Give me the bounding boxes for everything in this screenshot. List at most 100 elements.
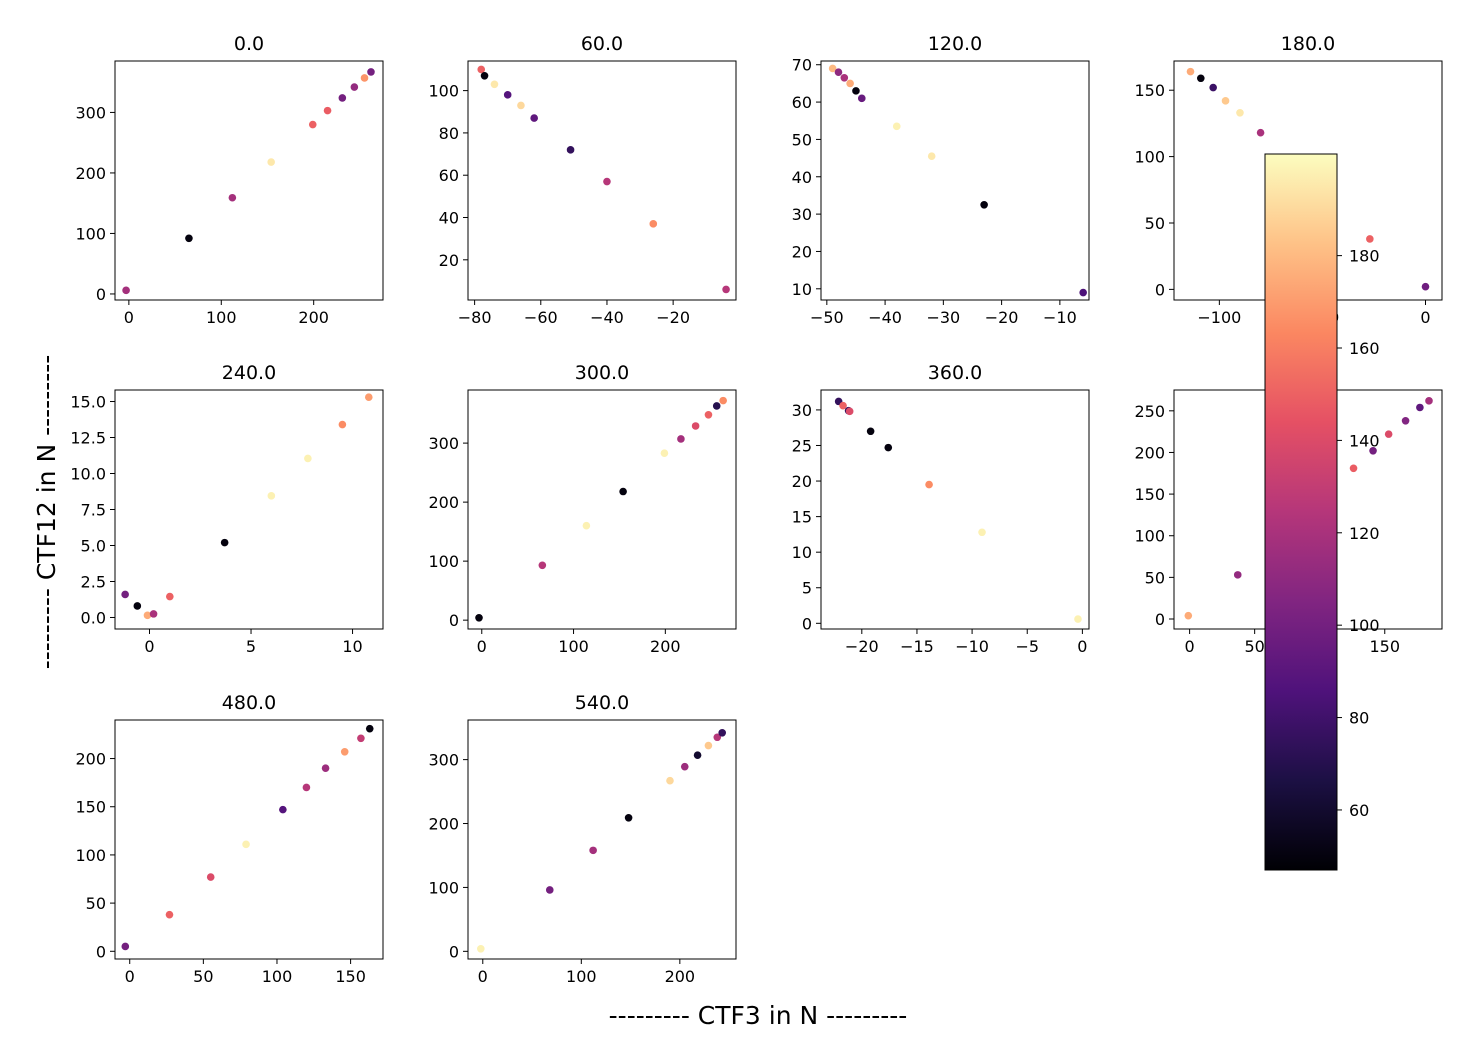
scatter-point [121, 942, 130, 951]
y-tick-label: 20 [792, 472, 812, 491]
x-tick-label: 100 [262, 967, 293, 986]
y-tick-label: 20 [439, 251, 459, 270]
subplot-title: 180.0 [1281, 33, 1335, 55]
y-tick-label: 0.0 [81, 608, 106, 627]
scatter-point [884, 443, 893, 452]
scatter-point [619, 487, 627, 496]
scatter-point [338, 420, 347, 429]
scatter-point [892, 122, 901, 131]
y-tick-label: 10 [792, 543, 812, 562]
y-tick-label: 300 [75, 103, 106, 122]
x-tick-label: 0 [144, 637, 154, 656]
x-tick-label: 100 [558, 637, 589, 656]
scatter-point [589, 846, 597, 855]
scatter-point [978, 528, 986, 537]
x-tick-label: 10 [342, 637, 362, 656]
y-tick-label: 40 [792, 168, 812, 187]
scatter-point [603, 177, 611, 186]
y-tick-label: 5 [802, 579, 812, 598]
scatter-point [538, 561, 547, 570]
scatter-point [530, 114, 538, 122]
x-tick-label: −15 [900, 637, 934, 656]
x-tick-label: 5 [246, 637, 256, 656]
scatter-point [839, 401, 847, 410]
x-tick-label: 100 [566, 967, 597, 986]
scatter-point [220, 538, 229, 547]
figure-xlabel: --------- CTF3 in N --------- [609, 1001, 908, 1030]
subplot-title: 240.0 [222, 362, 276, 384]
scatter-point [713, 733, 722, 742]
scatter-point [364, 393, 373, 401]
scatter-point [649, 220, 658, 228]
scatter-point [691, 422, 700, 430]
y-tick-label: 50 [792, 130, 812, 149]
scatter-point [704, 741, 713, 750]
subplot-2: 120.0 −50 −40 −30 −20 −10 10 20 30 40 50 60 70 [792, 33, 1090, 327]
colorbar-tick-label: 100 [1349, 616, 1380, 635]
scatter-point [845, 407, 854, 416]
scatter-point [321, 764, 330, 772]
scatter-point [350, 83, 359, 91]
scatter-point [1256, 128, 1265, 137]
x-tick-label: 0 [1185, 637, 1195, 656]
y-tick-label: 50 [86, 894, 106, 913]
y-tick-label: 20 [792, 242, 812, 261]
x-tick-label: 0 [478, 967, 488, 986]
x-tick-label: −80 [458, 308, 492, 327]
scatter-point [677, 435, 685, 443]
scatter-point [1079, 288, 1087, 297]
y-tick-label: 100 [1134, 148, 1165, 167]
y-tick-label: 10.0 [70, 465, 106, 484]
x-tick-label: −10 [1043, 308, 1077, 327]
colorbar-tick-label: 140 [1349, 431, 1380, 450]
y-tick-label: 30 [792, 205, 812, 224]
subplot-0: 0.0 0 100 200 0 100 200 300 [75, 33, 384, 327]
y-tick-label: 40 [439, 209, 459, 228]
scatter-point [360, 74, 369, 82]
subplot-8: 480.0 0 50 100 150 0 50 100 150 200 [75, 692, 384, 986]
y-tick-label: 0 [449, 942, 459, 961]
scatter-point [857, 94, 866, 103]
scatter-point [1184, 611, 1193, 620]
subplot-title: 540.0 [575, 692, 629, 714]
colorbar-gradient [1264, 153, 1338, 871]
y-tick-label: 300 [428, 751, 459, 770]
y-tick-label: 15.0 [70, 393, 106, 412]
colorbar-tick-label: 160 [1349, 339, 1380, 358]
scatter-point [712, 402, 721, 410]
scatter-point [719, 396, 727, 405]
y-tick-label: 150 [75, 798, 106, 817]
scatter-point [477, 65, 486, 74]
y-tick-label: 100 [428, 878, 459, 897]
scatter-point [365, 724, 374, 733]
colorbar-tick-label: 120 [1349, 524, 1380, 543]
scatter-point [1421, 282, 1430, 291]
subplot-4: 240.0 0 5 10 0.0 2.5 5.0 7.5 10.0 12.5 15.0 [70, 362, 384, 656]
y-tick-label: 50 [1145, 568, 1165, 587]
y-tick-label: 15 [792, 508, 812, 527]
x-tick-label: 100 [206, 308, 237, 327]
subplot-title: 0.0 [234, 33, 264, 55]
scatter-point [1349, 464, 1358, 473]
y-tick-label: 100 [428, 552, 459, 571]
x-tick-label: 0 [124, 308, 134, 327]
x-tick-label: 150 [335, 967, 366, 986]
scatter-point [1401, 417, 1410, 425]
y-tick-label: 0 [96, 285, 106, 304]
scatter-point [242, 840, 250, 849]
y-tick-label: 60 [439, 166, 459, 185]
scatter-point [357, 734, 365, 743]
scatter-point [666, 776, 674, 785]
scatter-point [143, 611, 152, 620]
y-tick-label: 200 [428, 815, 459, 834]
x-tick-label: 200 [650, 637, 681, 656]
subplot-title: 60.0 [581, 33, 623, 55]
scatter-point [693, 751, 702, 759]
subplot-title: 480.0 [222, 692, 276, 714]
scatter-point [304, 454, 312, 463]
x-tick-label: 200 [665, 967, 696, 986]
x-tick-label: −10 [955, 637, 989, 656]
y-tick-label: 0 [449, 611, 459, 630]
x-tick-label: 50 [1244, 637, 1264, 656]
